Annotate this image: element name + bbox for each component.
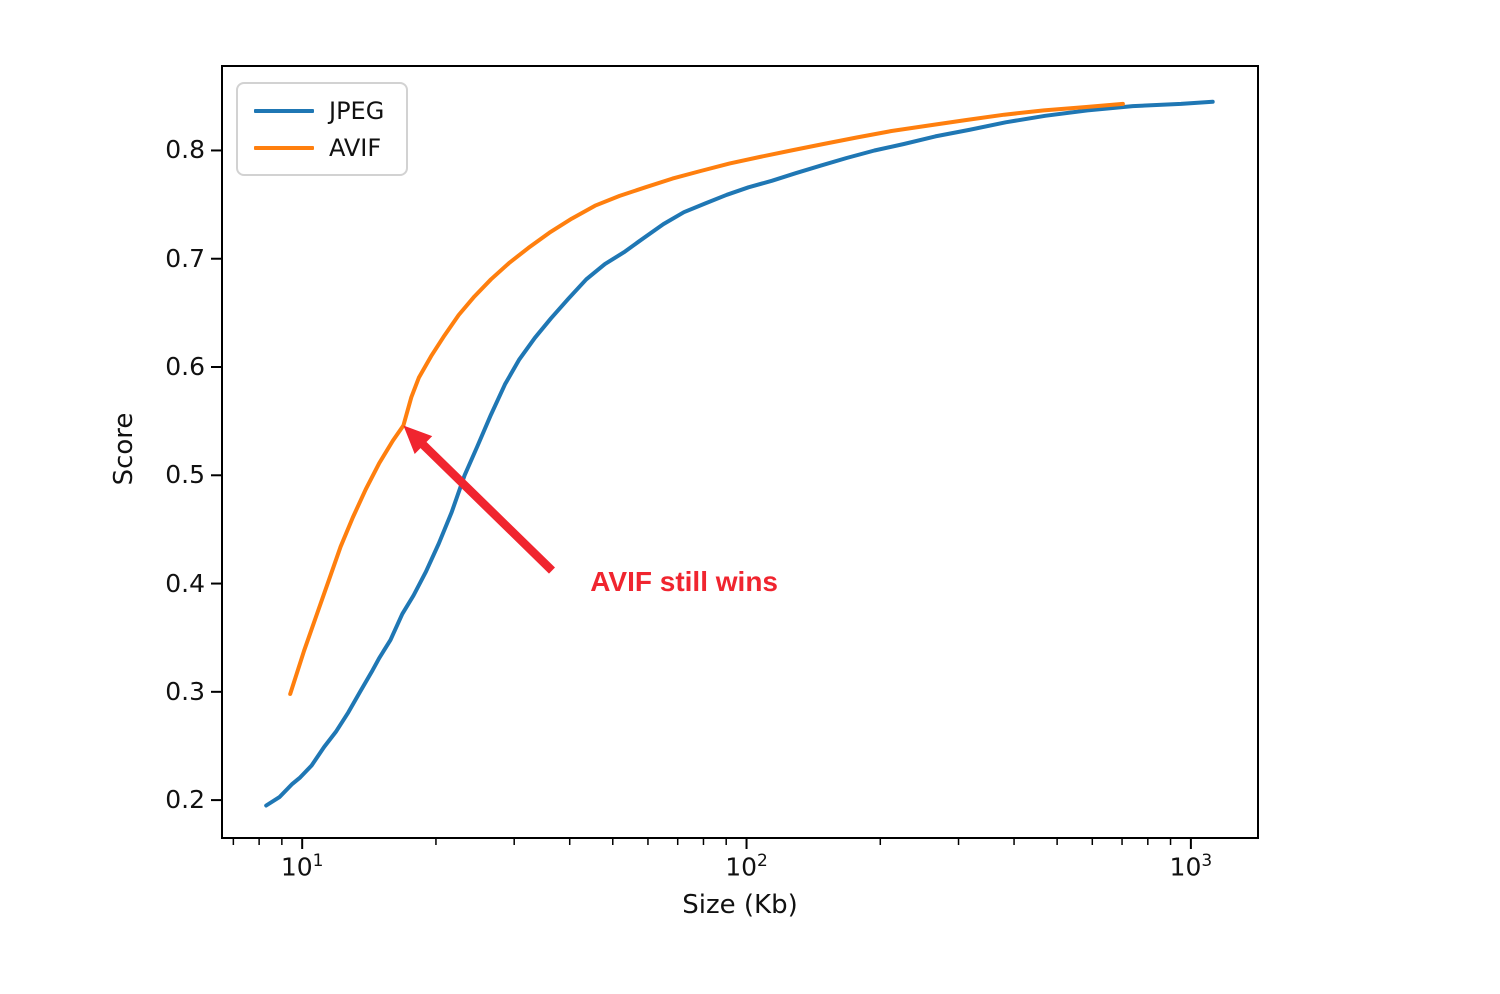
legend-label-jpeg: JPEG	[329, 96, 385, 125]
y-tick-label: 0.3	[165, 676, 205, 706]
y-tick-label: 0.4	[165, 568, 205, 598]
legend: JPEG AVIF	[236, 82, 408, 176]
x-tick-label: 102	[725, 851, 768, 882]
y-tick-label: 0.6	[165, 352, 205, 381]
annotation-arrow	[403, 425, 555, 574]
y-tick-label: 0.2	[165, 785, 205, 815]
legend-label-avif: AVIF	[329, 133, 382, 162]
jpeg-line-swatch	[254, 108, 314, 113]
x-tick-label: 101	[280, 851, 324, 882]
series-line-avif	[288, 101, 1125, 696]
x-tick-label: 103	[1169, 851, 1213, 882]
x-axis-label: Size (Kb)	[682, 890, 798, 920]
y-tick-label: 0.7	[165, 243, 205, 273]
axes-frame	[221, 65, 1259, 839]
avif-line-swatch	[254, 145, 314, 150]
y-tick-label: 0.5	[165, 460, 205, 490]
annotation-text: AVIF still wins	[590, 566, 778, 598]
y-tick-label: 0.8	[165, 135, 205, 165]
legend-item-avif: AVIF	[254, 134, 388, 162]
series-line-jpeg	[264, 99, 1215, 808]
legend-item-jpeg: JPEG	[254, 97, 388, 125]
